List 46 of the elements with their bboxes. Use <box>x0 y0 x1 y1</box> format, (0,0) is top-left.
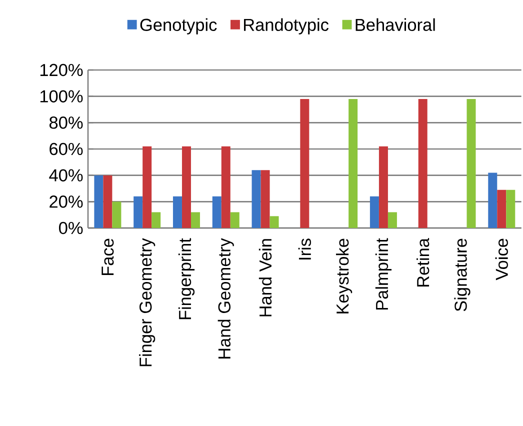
x-tick-label: Hand Vein <box>258 239 272 316</box>
x-tick-label: Voice <box>495 238 508 280</box>
bar <box>142 146 152 228</box>
legend-label: Genotypic <box>140 18 217 34</box>
bar <box>230 212 240 228</box>
legend-label: Behavioral <box>356 18 435 31</box>
bar <box>378 146 388 228</box>
bar <box>221 146 230 228</box>
bar <box>418 98 428 228</box>
x-tick-label: Hand Geometry <box>218 238 234 359</box>
x-tick-label: Palmprint <box>375 238 392 310</box>
legend-label: Randotypic <box>244 18 329 34</box>
y-tick-label: 20% <box>50 196 83 208</box>
y-tick-label: 120% <box>40 64 83 76</box>
bar <box>112 202 122 228</box>
bar <box>94 175 104 228</box>
x-tick-label: Signature <box>454 238 470 312</box>
x-tick-label: Fingerprint <box>178 238 195 320</box>
bar <box>348 98 358 228</box>
x-tick-label: Retina <box>416 238 430 287</box>
x-tick-label: Finger Geometry <box>139 238 156 366</box>
bar <box>103 175 112 228</box>
bar <box>152 212 161 228</box>
y-tick-label: 40% <box>49 169 83 182</box>
bar <box>270 216 279 228</box>
bar <box>212 196 222 228</box>
bar <box>497 190 506 228</box>
y-tick-label: 100% <box>40 90 83 102</box>
bar <box>370 196 379 228</box>
bar <box>388 212 397 228</box>
x-tick-label: Face <box>102 238 114 276</box>
bar <box>252 170 261 228</box>
x-tick-label: Iris <box>298 238 312 260</box>
bar <box>260 170 270 228</box>
bar <box>488 172 498 228</box>
bar <box>466 98 476 228</box>
bar <box>300 98 310 228</box>
bar <box>182 146 191 228</box>
bar <box>190 212 200 228</box>
y-tick-label: 60% <box>50 142 83 156</box>
bar <box>172 196 182 228</box>
y-tick-label: 0% <box>59 222 83 234</box>
bar <box>506 190 516 228</box>
y-tick-label: 80% <box>49 116 83 129</box>
bar <box>134 196 143 228</box>
x-tick-label: Keystroke <box>336 238 352 314</box>
